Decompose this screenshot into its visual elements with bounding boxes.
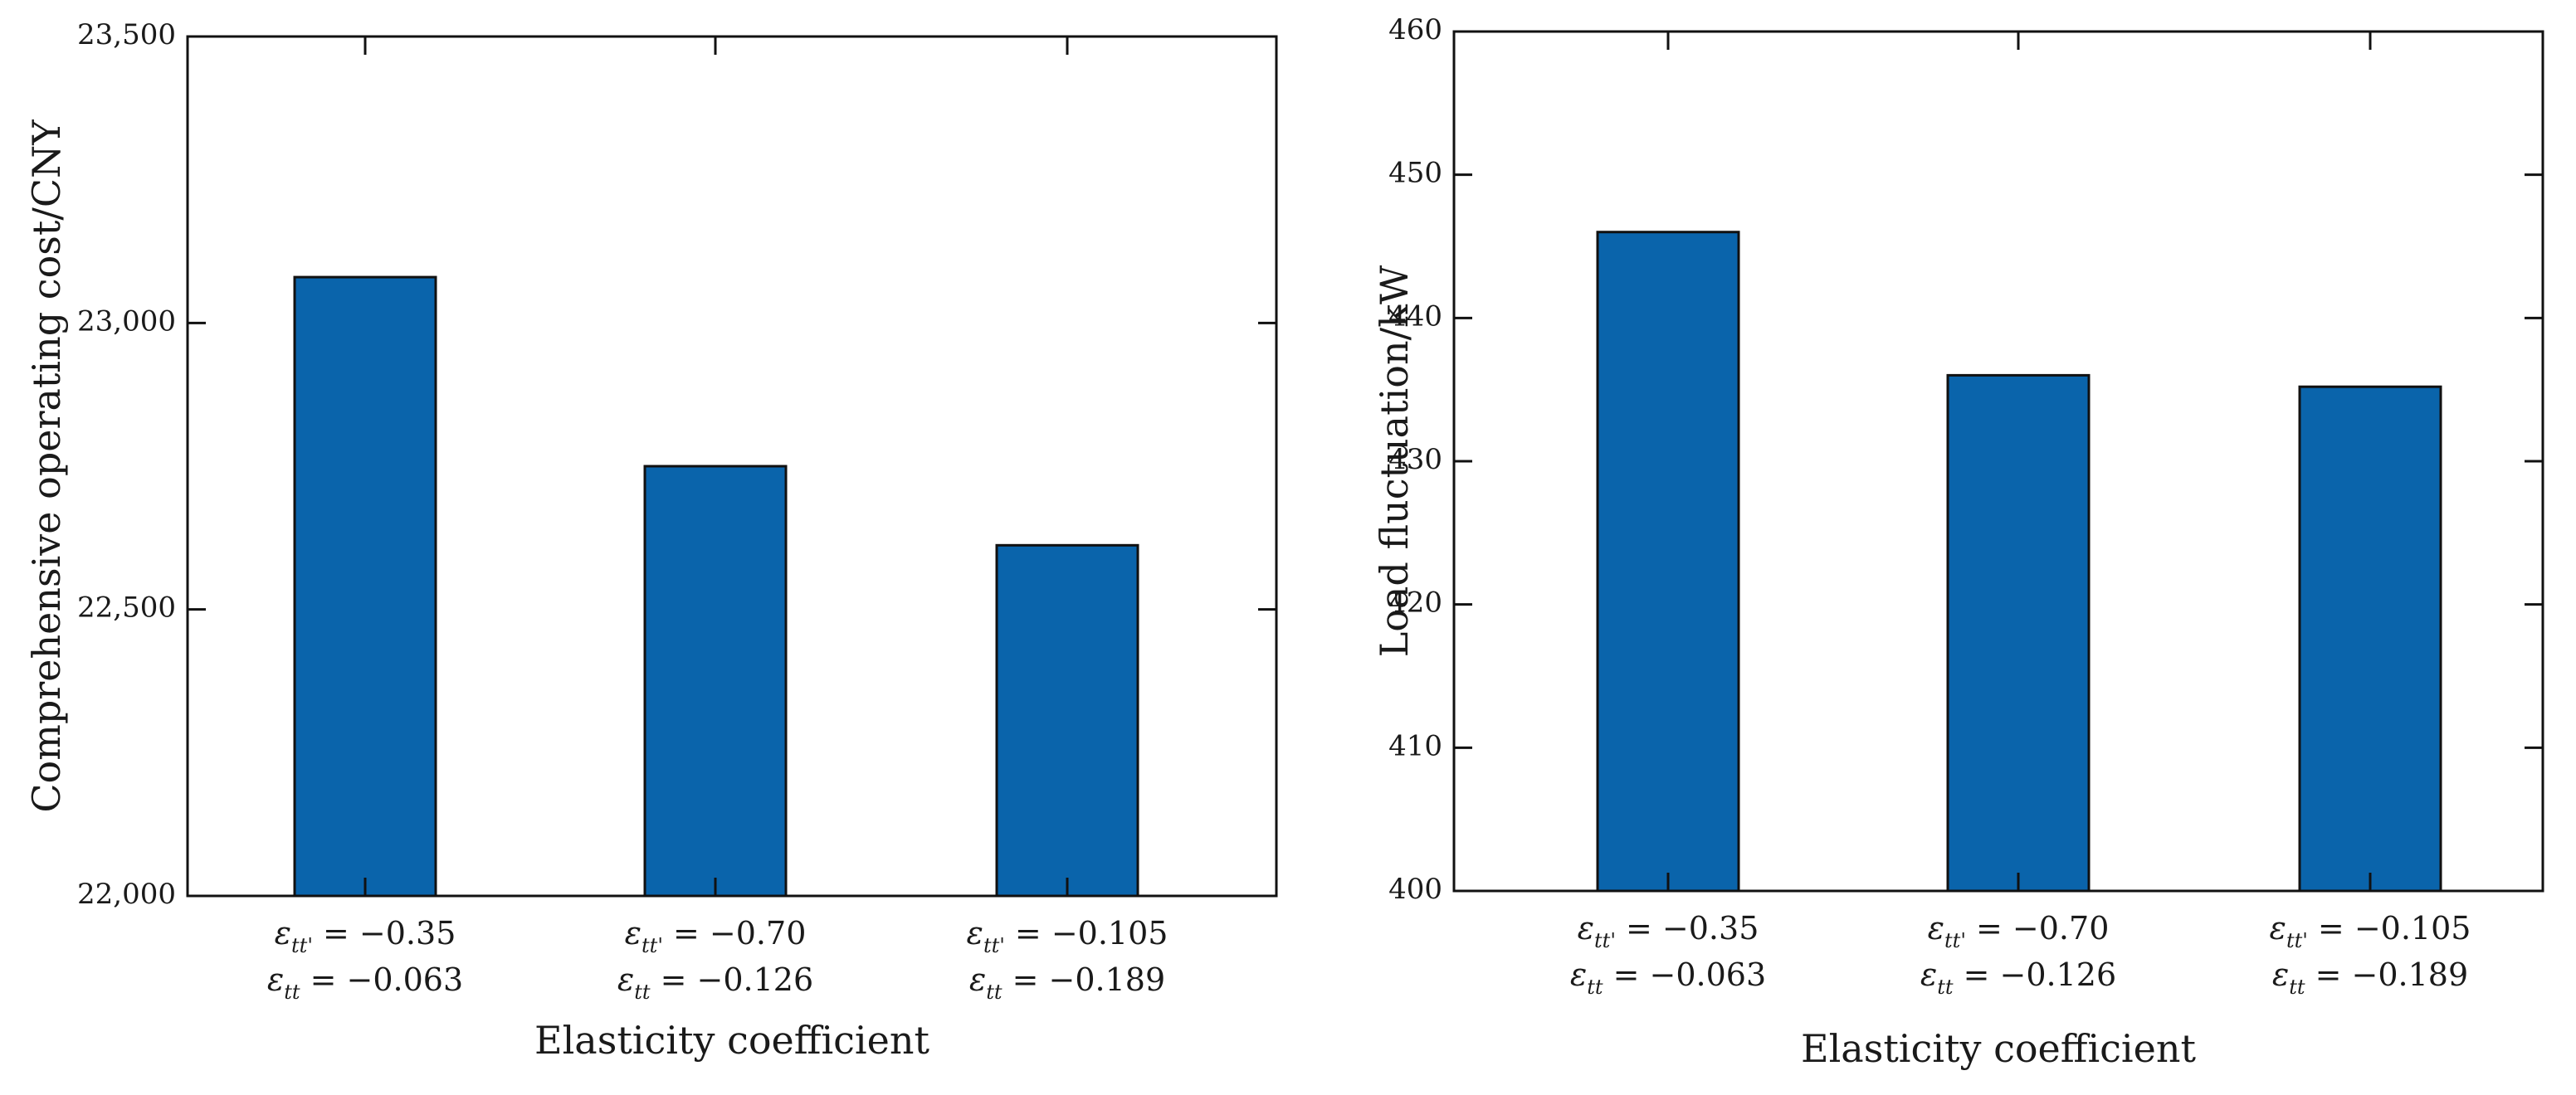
category-label-line2: εtt = −0.063 xyxy=(267,961,463,1004)
category-label-line1: εtt' = −0.70 xyxy=(625,915,807,957)
category-label-line2: εtt = −0.189 xyxy=(969,961,1165,1004)
y-tick-label: 450 xyxy=(1388,157,1442,190)
y-axis-title: Comprehensive operating cost/CNY xyxy=(24,119,69,813)
y-tick-label: 22,500 xyxy=(77,591,176,625)
category-label-line2: εtt = −0.126 xyxy=(1920,956,2116,999)
category-label-line2: εtt = −0.189 xyxy=(2272,956,2468,999)
category-label-line1: εtt' = −0.35 xyxy=(275,915,456,957)
category-label-line2: εtt = −0.126 xyxy=(617,961,813,1004)
category-label-line1: εtt' = −0.105 xyxy=(967,915,1168,957)
y-tick-label: 22,000 xyxy=(77,878,176,911)
plot-frame xyxy=(186,35,1278,898)
y-tick-label: 400 xyxy=(1388,873,1442,906)
y-tick-label: 23,500 xyxy=(77,18,176,51)
bar-2 xyxy=(643,465,788,898)
category-label-line1: εtt' = −0.35 xyxy=(1578,910,1759,952)
y-tick-label: 23,000 xyxy=(77,304,176,338)
y-tick-label: 420 xyxy=(1388,586,1442,620)
bar-1 xyxy=(293,275,437,898)
y-axis-title: Load fluctuation/kW xyxy=(1372,265,1417,657)
category-label-line1: εtt' = −0.70 xyxy=(1928,910,2110,952)
x-axis-title: Elasticity coefficient xyxy=(534,1018,929,1063)
y-tick-label: 410 xyxy=(1388,729,1442,762)
bar-3 xyxy=(995,543,1139,898)
y-tick-label: 440 xyxy=(1388,299,1442,333)
category-label-line1: εtt' = −0.105 xyxy=(2270,910,2471,952)
bar-2 xyxy=(1946,373,2091,893)
y-tick-label: 460 xyxy=(1388,13,1442,46)
bar-1 xyxy=(1596,231,1740,893)
bar-3 xyxy=(2298,385,2442,893)
category-label-line2: εtt = −0.063 xyxy=(1570,956,1766,999)
y-tick-label: 430 xyxy=(1388,443,1442,476)
x-axis-title: Elasticity coefficient xyxy=(1801,1026,2196,1071)
